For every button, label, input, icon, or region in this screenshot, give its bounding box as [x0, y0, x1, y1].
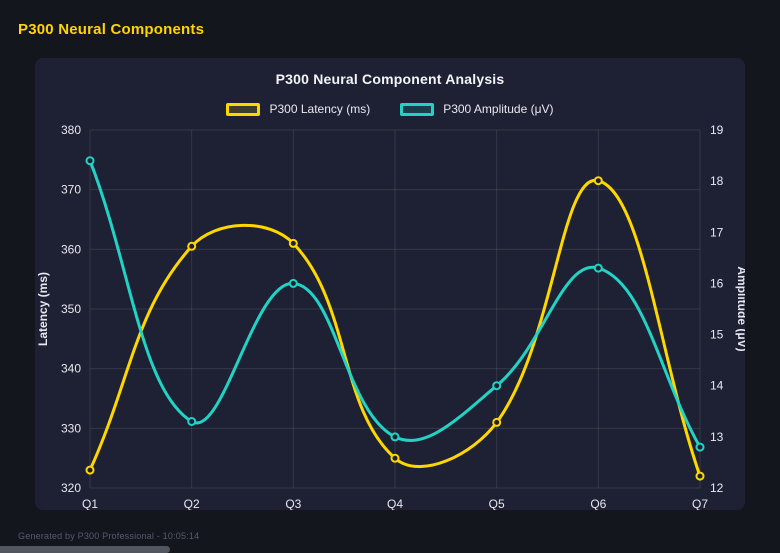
- svg-text:330: 330: [61, 421, 81, 435]
- svg-text:350: 350: [61, 302, 81, 316]
- svg-text:Latency (ms): Latency (ms): [36, 272, 50, 346]
- svg-text:Q3: Q3: [285, 497, 301, 510]
- chart-panel: P300 Neural Component Analysis P300 Late…: [35, 58, 745, 510]
- svg-text:13: 13: [710, 430, 724, 444]
- legend-swatch-latency: [226, 102, 261, 116]
- legend-swatch-amplitude: [400, 102, 435, 116]
- svg-text:16: 16: [710, 276, 724, 290]
- svg-text:380: 380: [61, 123, 81, 137]
- legend-label-amplitude: P300 Amplitude (μV): [443, 102, 554, 116]
- svg-text:Q4: Q4: [387, 497, 403, 510]
- legend-item-latency[interactable]: P300 Latency (ms): [226, 102, 370, 116]
- chart-legend: P300 Latency (ms) P300 Amplitude (μV): [35, 102, 745, 116]
- generated-by-note: Generated by P300 Professional - 10:05:1…: [18, 531, 200, 541]
- svg-text:18: 18: [710, 174, 724, 188]
- line-chart-canvas[interactable]: 320 330 340 350 360 370 380 12 13 14 15 16 17 18 19 Q1 Q…: [35, 58, 745, 510]
- scrollbar-thumb[interactable]: [0, 546, 170, 553]
- svg-text:Q6: Q6: [590, 497, 606, 510]
- svg-text:12: 12: [710, 481, 724, 495]
- svg-text:19: 19: [710, 123, 724, 137]
- page-title: P300 Neural Components: [18, 21, 205, 38]
- svg-text:370: 370: [61, 183, 81, 197]
- svg-text:360: 360: [61, 242, 81, 256]
- svg-text:17: 17: [710, 225, 724, 239]
- svg-text:Amplitude (μV): Amplitude (μV): [735, 266, 745, 351]
- svg-text:14: 14: [710, 379, 724, 393]
- svg-text:Q5: Q5: [489, 497, 505, 510]
- chart-title: P300 Neural Component Analysis: [275, 71, 505, 87]
- svg-text:15: 15: [710, 328, 724, 342]
- svg-text:340: 340: [61, 362, 81, 376]
- svg-text:Q1: Q1: [82, 497, 98, 510]
- svg-text:Q7: Q7: [692, 497, 708, 510]
- svg-text:Q2: Q2: [184, 497, 200, 510]
- legend-label-latency: P300 Latency (ms): [269, 102, 371, 116]
- svg-text:320: 320: [61, 481, 81, 495]
- legend-item-amplitude[interactable]: P300 Amplitude (μV): [400, 102, 554, 116]
